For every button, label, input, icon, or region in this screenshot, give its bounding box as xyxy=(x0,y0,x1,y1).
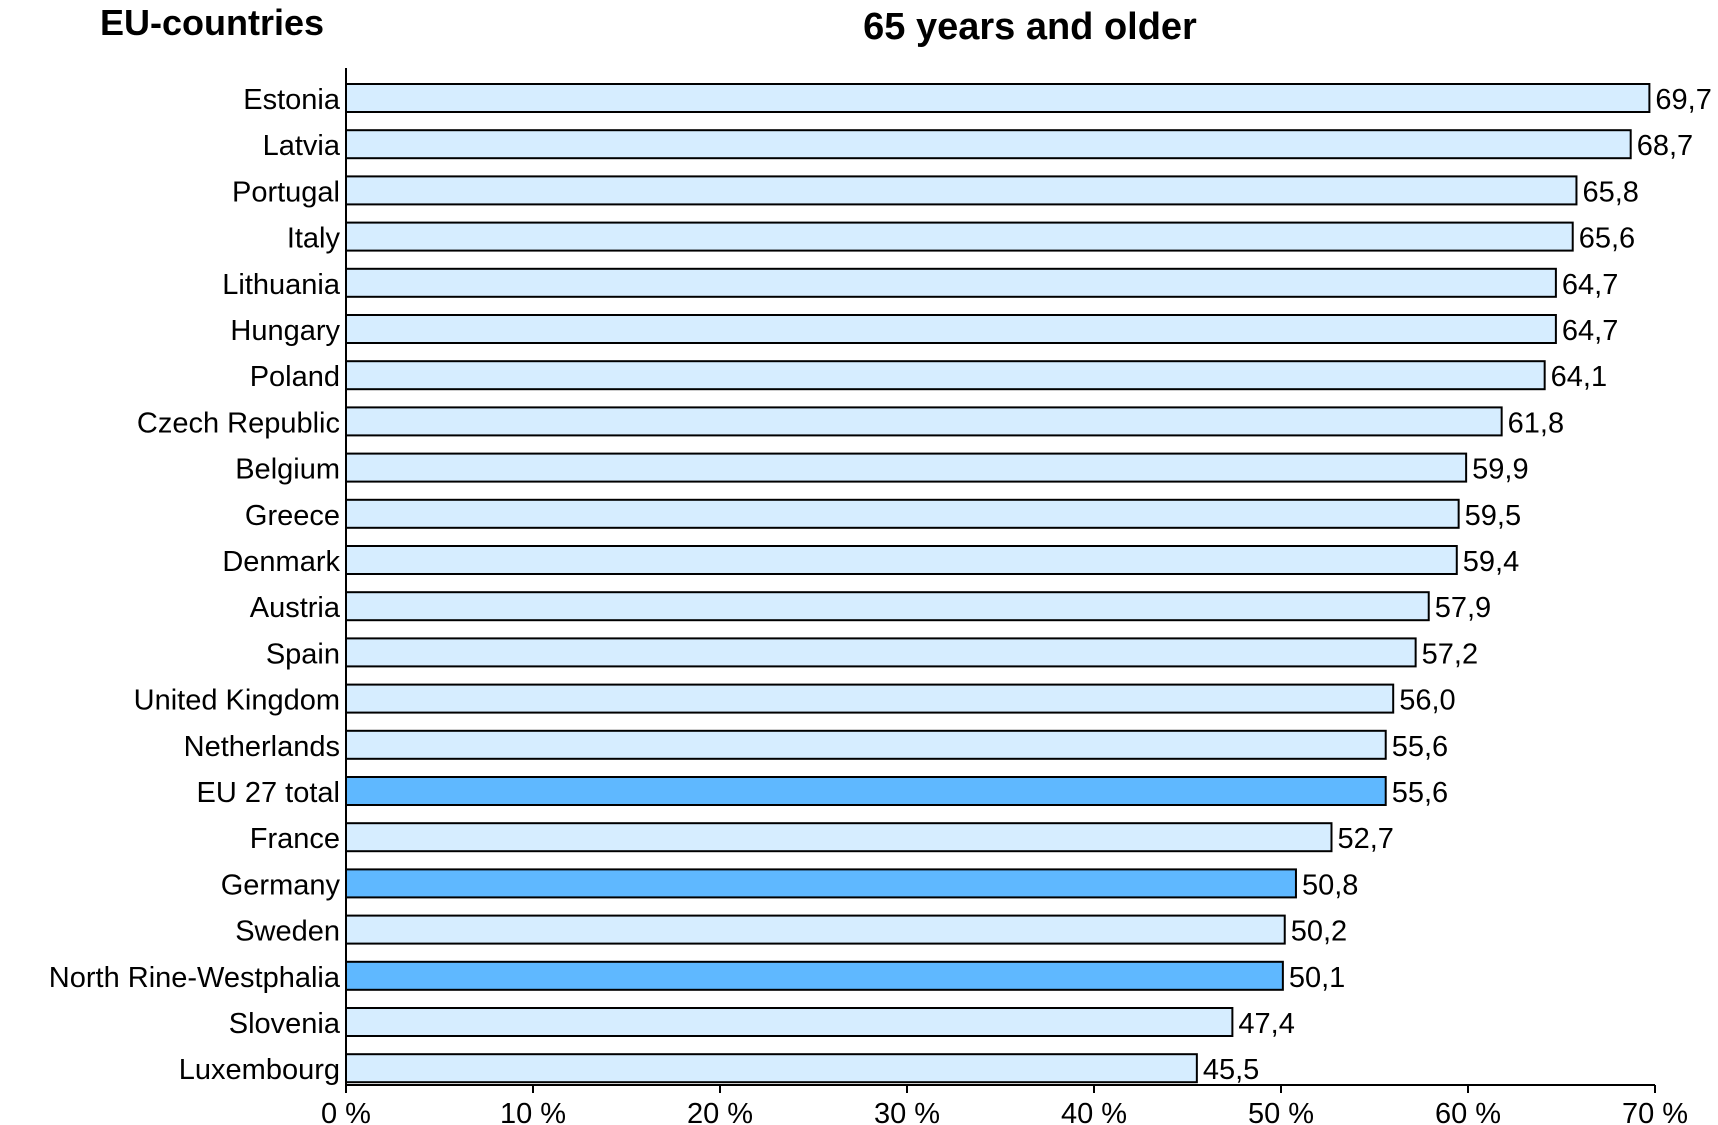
category-label: Poland xyxy=(250,361,340,393)
corner-label: EU-countries xyxy=(100,2,325,43)
data-label: 59,4 xyxy=(1463,546,1519,578)
category-label: North Rine-Westphalia xyxy=(49,962,341,994)
bar xyxy=(345,545,1458,575)
data-label: 65,6 xyxy=(1579,223,1635,255)
data-label: 56,0 xyxy=(1399,685,1455,717)
bar xyxy=(345,360,1546,391)
bar xyxy=(345,637,1417,668)
bar xyxy=(345,776,1387,806)
data-label: 55,6 xyxy=(1392,777,1448,809)
bar xyxy=(345,1007,1234,1037)
data-label: 64,7 xyxy=(1562,269,1618,301)
data-label: 50,1 xyxy=(1289,962,1345,994)
category-label: Spain xyxy=(266,638,340,670)
category-label: France xyxy=(250,823,340,855)
category-label: Italy xyxy=(287,223,341,255)
data-label: 68,7 xyxy=(1637,130,1693,162)
x-tick-label: 20 % xyxy=(687,1098,753,1125)
data-label: 52,7 xyxy=(1337,823,1393,855)
bar xyxy=(345,314,1557,344)
category-label: EU 27 total xyxy=(197,777,340,809)
data-label: 50,2 xyxy=(1291,916,1347,948)
category-label: Latvia xyxy=(263,130,341,162)
bar xyxy=(345,822,1333,853)
x-tick-label: 10 % xyxy=(500,1098,566,1125)
bar xyxy=(345,729,1387,760)
x-tick-label: 0 % xyxy=(321,1098,371,1125)
category-label: Hungary xyxy=(230,315,340,347)
x-tick-label: 70 % xyxy=(1622,1098,1688,1125)
category-label: Sweden xyxy=(235,916,340,948)
x-tick-label: 40 % xyxy=(1061,1098,1127,1125)
data-label: 47,4 xyxy=(1238,1008,1294,1040)
category-label: Portugal xyxy=(232,176,340,208)
category-label: Slovenia xyxy=(229,1008,341,1040)
bar xyxy=(345,591,1430,622)
category-label: Belgium xyxy=(235,454,340,486)
category-label: Luxembourg xyxy=(179,1054,340,1086)
chart-title: 65 years and older xyxy=(863,6,1197,48)
data-label: 45,5 xyxy=(1203,1054,1259,1086)
bar xyxy=(345,175,1578,206)
category-label: Lithuania xyxy=(222,269,341,301)
bar xyxy=(345,267,1557,298)
category-label: Netherlands xyxy=(184,731,340,763)
category-label: Denmark xyxy=(222,546,340,578)
data-label: 64,1 xyxy=(1551,361,1607,393)
category-label: Estonia xyxy=(243,84,341,116)
bar xyxy=(345,498,1460,529)
data-label: 64,7 xyxy=(1562,315,1618,347)
category-label: Germany xyxy=(221,869,341,901)
data-label: 59,5 xyxy=(1465,500,1521,532)
bar xyxy=(345,960,1284,991)
data-label: 55,6 xyxy=(1392,731,1448,763)
data-label: 50,8 xyxy=(1302,869,1358,901)
category-label: United Kingdom xyxy=(134,685,340,717)
data-label: 61,8 xyxy=(1508,407,1564,439)
x-tick-label: 30 % xyxy=(874,1098,940,1125)
data-label: 69,7 xyxy=(1655,84,1711,116)
bar xyxy=(345,406,1503,437)
bar xyxy=(345,868,1297,899)
category-label: Czech Republic xyxy=(137,407,340,439)
bar xyxy=(345,83,1651,113)
bar xyxy=(345,1053,1198,1084)
data-label: 57,9 xyxy=(1435,592,1491,624)
data-label: 65,8 xyxy=(1582,176,1638,208)
bar xyxy=(345,129,1632,160)
x-tick-label: 60 % xyxy=(1435,1098,1501,1125)
data-label: 59,9 xyxy=(1472,454,1528,486)
bar xyxy=(345,683,1395,714)
bar xyxy=(345,452,1468,483)
bar xyxy=(345,221,1574,252)
x-tick-label: 50 % xyxy=(1248,1098,1314,1125)
category-label: Greece xyxy=(245,500,340,532)
category-label: Austria xyxy=(250,592,341,624)
bar xyxy=(345,914,1286,945)
data-label: 57,2 xyxy=(1422,638,1478,670)
